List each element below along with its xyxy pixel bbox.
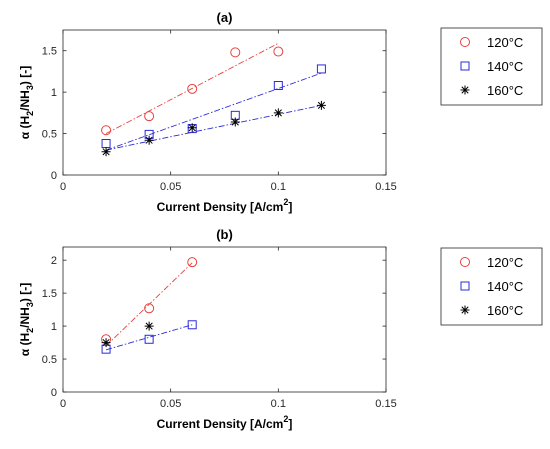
y-tick-label: 1 — [51, 321, 57, 333]
data-point — [101, 147, 111, 157]
data-point — [144, 303, 155, 314]
data-point — [144, 111, 155, 122]
chart-panel-a: (a) 0 0.05 0.1 0.15 0 0.5 1 1.5 Current Density [… — [18, 10, 543, 214]
legend-label: 160°C — [487, 83, 523, 98]
y-axis-label-sub: 3 — [25, 302, 35, 307]
legend-box — [440, 247, 543, 326]
data-point — [187, 320, 197, 330]
y-tick-label: 2 — [51, 255, 57, 267]
legend-label: 140°C — [487, 59, 523, 74]
y-tick-label: 0.5 — [42, 354, 57, 366]
y-axis-label-part: ) [-] — [18, 283, 32, 302]
data-point — [187, 83, 198, 94]
legend: 120°C 140°C 160°C — [440, 247, 543, 326]
legend-marker — [460, 85, 470, 95]
x-tick-label: 0.15 — [375, 181, 396, 193]
y-axis-label: α (H2/NH3) [-] — [18, 283, 35, 356]
fit-line — [105, 104, 322, 151]
data-point — [316, 64, 326, 74]
y-tick-label: 1.5 — [42, 46, 57, 58]
fit-line — [105, 324, 193, 351]
fit-line — [105, 72, 322, 151]
y-tick-label: 1 — [51, 87, 57, 99]
data-point — [230, 117, 240, 127]
legend-marker — [460, 281, 470, 291]
y-axis-label-sub: 2 — [25, 111, 35, 116]
y-axis-label-part: α (H — [18, 333, 32, 356]
y-axis-label-part: /NH — [18, 307, 32, 328]
x-axis-label: Current Density [A/cm2] — [157, 197, 293, 214]
y-tick-label: 0 — [51, 170, 57, 182]
x-tick-label: 0 — [60, 181, 66, 193]
data-point — [144, 135, 154, 145]
fit-line — [105, 262, 193, 347]
x-tick-label: 0.1 — [271, 181, 286, 193]
data-point — [273, 108, 283, 118]
x-tick-label: 0 — [60, 398, 66, 410]
x-axis-label-end: ] — [288, 200, 292, 214]
data-point — [273, 81, 283, 91]
x-tick-label: 0.05 — [160, 181, 181, 193]
plot-area — [62, 29, 387, 176]
legend-label: 140°C — [487, 279, 523, 294]
x-tick-label: 0.15 — [375, 398, 396, 410]
x-axis-label: Current Density [A/cm2] — [157, 414, 293, 431]
legend-label: 160°C — [487, 303, 523, 318]
data-point — [101, 125, 112, 136]
x-tick-label: 0.05 — [160, 398, 181, 410]
data-point — [273, 46, 284, 57]
y-axis-label-part: ) [-] — [18, 66, 32, 85]
y-axis-label-part: /NH — [18, 90, 32, 111]
legend-label: 120°C — [487, 255, 523, 270]
series-3 — [101, 321, 154, 348]
series-2 — [101, 320, 197, 354]
data-point — [101, 338, 111, 348]
legend-box — [440, 27, 543, 106]
data-point — [230, 47, 241, 58]
data-point — [144, 334, 154, 344]
x-axis-label-main: Current Density [A/cm — [157, 417, 284, 431]
chart-title: (b) — [216, 227, 233, 242]
x-axis-label-sup: 2 — [283, 414, 288, 424]
x-axis-label-main: Current Density [A/cm — [157, 200, 284, 214]
legend-marker — [460, 37, 470, 47]
legend: 120°C 140°C 160°C — [440, 27, 543, 106]
y-tick-label: 0 — [51, 387, 57, 399]
y-axis-label-sub: 3 — [25, 85, 35, 90]
y-tick-label: 0.5 — [42, 129, 57, 141]
data-point — [316, 100, 326, 110]
y-tick-label: 1.5 — [42, 288, 57, 300]
x-axis-label-sup: 2 — [283, 197, 288, 207]
y-axis-label: α (H2/NH3) [-] — [18, 66, 35, 139]
y-axis-label-part: α (H — [18, 116, 32, 139]
series-1 — [101, 42, 284, 136]
x-axis-label-end: ] — [288, 417, 292, 431]
chart-title: (a) — [217, 10, 233, 25]
legend-marker — [460, 61, 470, 71]
legend-label: 120°C — [487, 35, 523, 50]
fit-line — [105, 42, 279, 134]
x-tick-label: 0.1 — [271, 398, 286, 410]
series-3 — [101, 100, 326, 157]
legend-marker — [460, 305, 470, 315]
data-point — [187, 123, 197, 133]
data-point — [187, 257, 198, 268]
plot-area — [62, 246, 387, 393]
y-axis-label-sub: 2 — [25, 328, 35, 333]
legend-marker — [460, 257, 470, 267]
data-point — [144, 321, 154, 331]
